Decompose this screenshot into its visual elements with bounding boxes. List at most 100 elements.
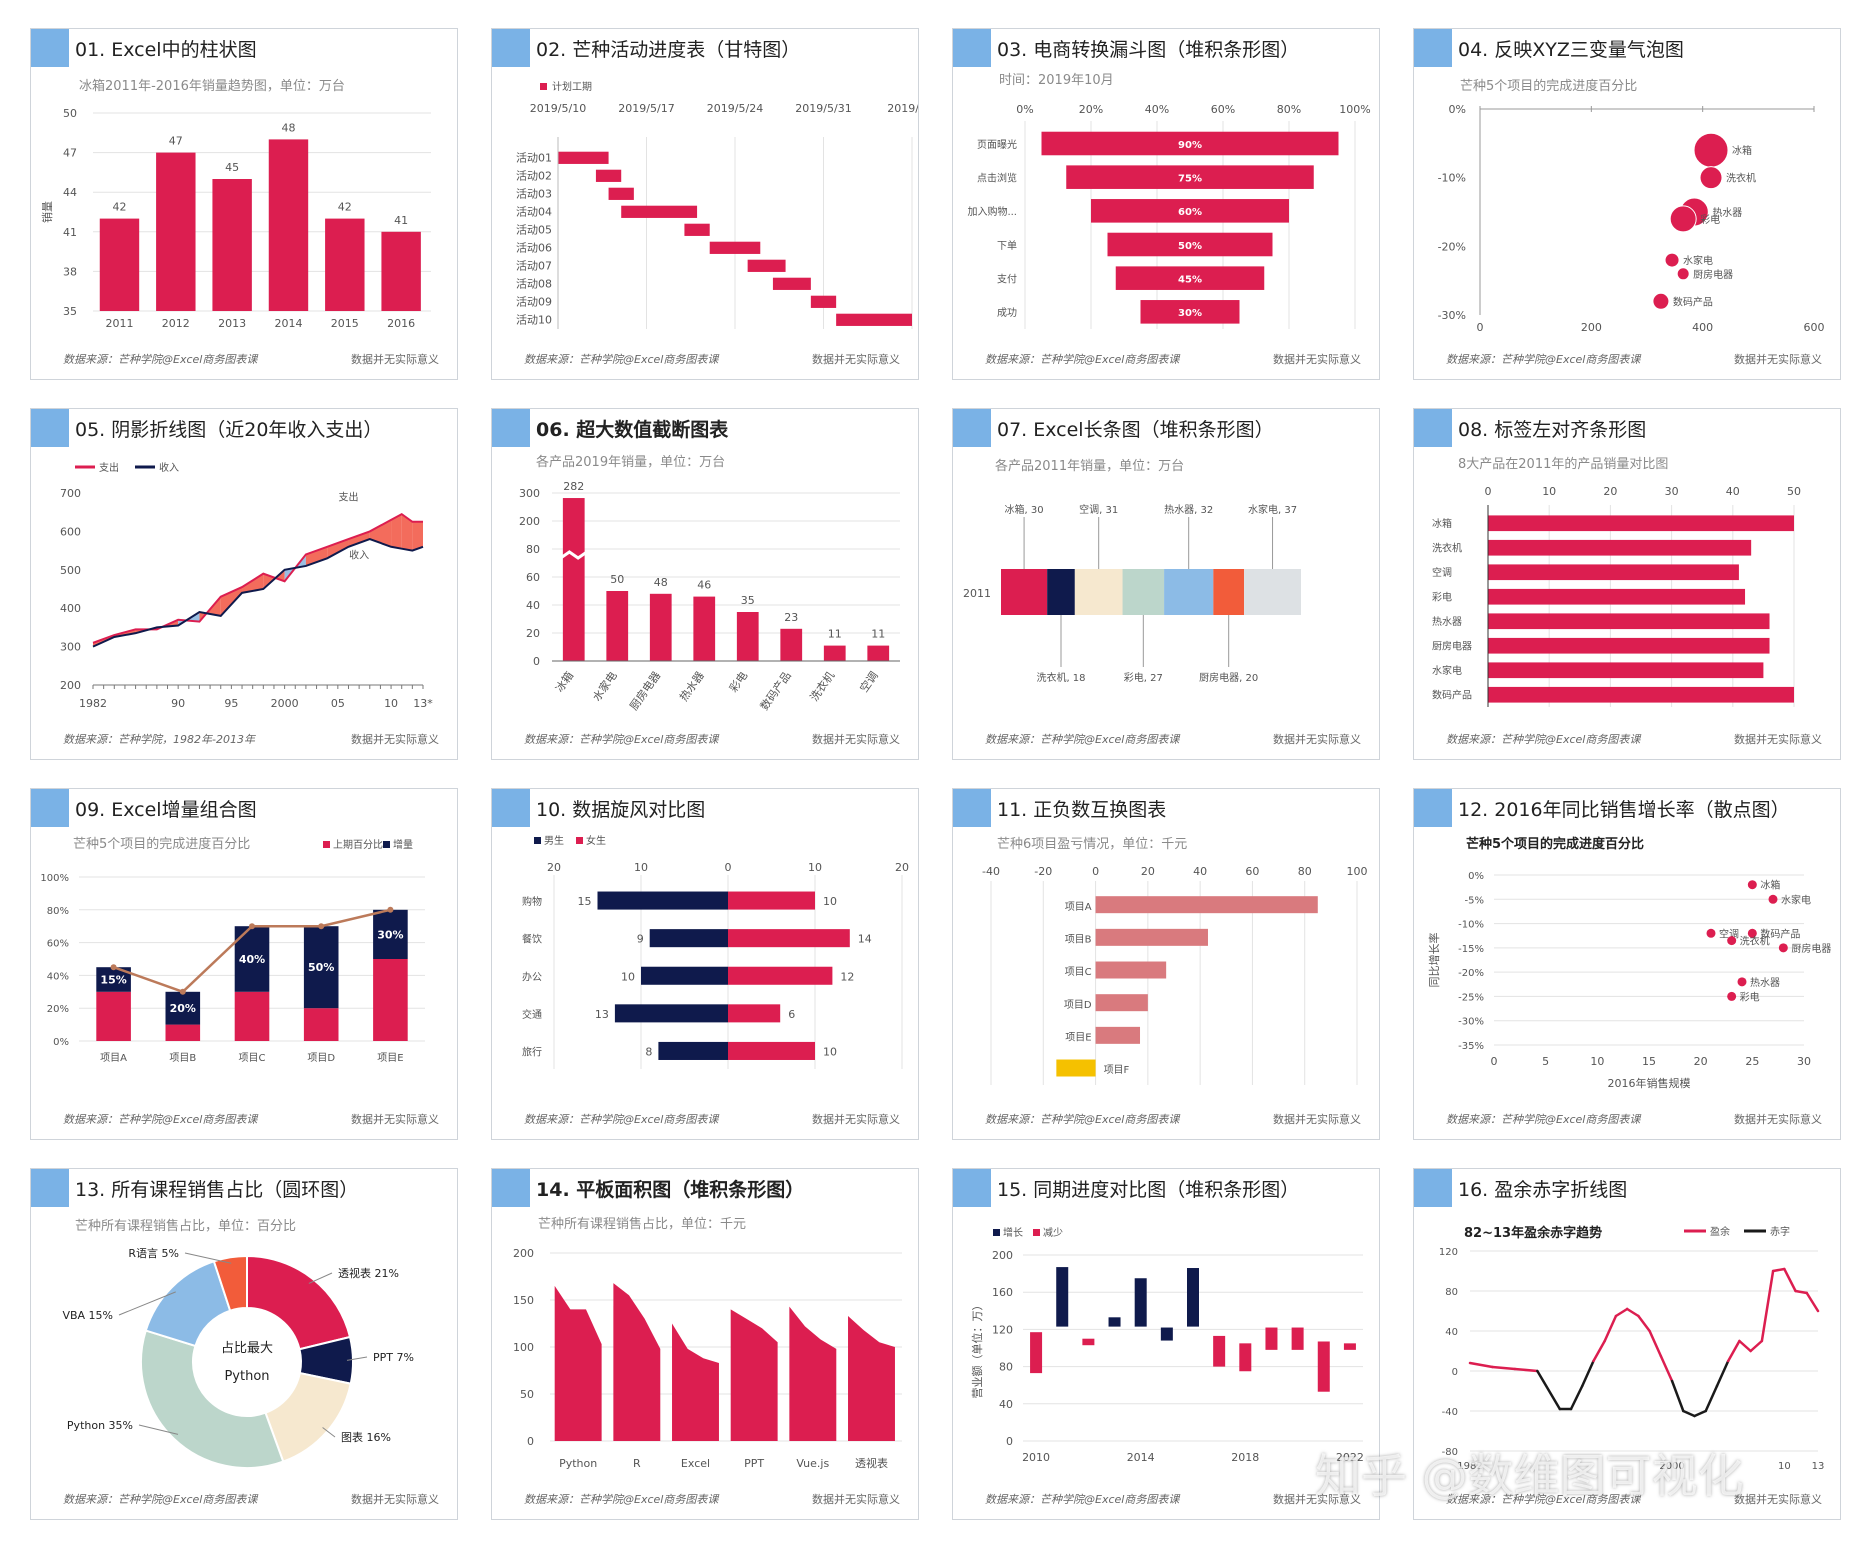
range-bar <box>1082 1338 1095 1346</box>
category-label: 项目E <box>1065 1031 1091 1043</box>
chart-13-plot: 透视表 21% PPT 7% 图表 16% Python 35% VBA 15% R语言 … <box>62 1247 414 1469</box>
slice-label: 图表 16% <box>341 1430 391 1444</box>
data-label: 10 <box>823 895 837 908</box>
male-bar <box>614 1004 728 1023</box>
panel-subtitle: 芒种5个项目的完成进度百分比 <box>1466 837 1645 852</box>
title-accent <box>953 789 991 827</box>
title-accent <box>492 29 530 67</box>
bubble-label: 冰箱 <box>1732 144 1752 157</box>
data-label: 75% <box>1178 174 1202 185</box>
y-tick-label: -35% <box>1458 1041 1484 1052</box>
shaded-region <box>401 514 413 551</box>
bar <box>823 645 846 661</box>
chart-panel-11: 11. 正负数互换图表 芒种6项目盈亏情况，单位：千元 -40 -20 0 20 40 6… <box>952 788 1380 1140</box>
category-label: 数码产品 <box>1432 689 1472 702</box>
bar <box>268 139 309 311</box>
bar <box>1095 896 1318 914</box>
y-tick-label: 0 <box>1006 1435 1013 1448</box>
bar <box>1488 564 1739 581</box>
line-segment <box>1581 1359 1595 1388</box>
panel-footer-source: 数据来源：芒种学院@Excel商务图表课 <box>985 1113 1180 1126</box>
panel-footer-note: 数据并无实际意义 <box>812 353 900 366</box>
legend-swatch <box>993 1229 1000 1236</box>
data-label: 45 <box>225 161 239 174</box>
panel-title: 12. 2016年同比销售增长率（散点图） <box>1458 799 1790 821</box>
y-tick-label: -5% <box>1465 895 1484 906</box>
x-tick-label: 20 <box>1694 1055 1708 1068</box>
x-tick-label: 2018 <box>1231 1451 1259 1464</box>
bar <box>381 231 421 311</box>
donut-slice <box>246 1254 352 1351</box>
funnel-bar <box>1066 165 1314 189</box>
donut-slice <box>212 1254 248 1312</box>
y-tick-label: 120 <box>1439 1247 1458 1258</box>
title-accent <box>953 29 991 67</box>
range-bar <box>1030 1332 1043 1374</box>
funnel-bar <box>1115 266 1265 290</box>
x-tick-label: 0 <box>725 861 732 874</box>
x-tick-label: 100% <box>1339 103 1370 116</box>
x-tick-label: 20 <box>1141 865 1155 878</box>
task-label: 活动04 <box>516 206 552 219</box>
category-label: 项目A <box>1065 901 1092 913</box>
title-accent <box>31 409 69 447</box>
chart-04-plot: 0% -10% -20% -30% 0 200 400 600 冰箱洗衣机热水器彩电水家电厨房电… <box>1438 103 1825 334</box>
line-segment <box>1592 1339 1606 1363</box>
x-tick-label: 2022 <box>1336 1451 1364 1464</box>
category-label: 旅行 <box>522 1045 542 1058</box>
leader-line <box>138 1424 179 1435</box>
y-tick-label: 0 <box>533 655 540 668</box>
gantt-bar <box>747 259 786 272</box>
panel-subtitle: 时间：2019年10月 <box>999 73 1114 88</box>
x-tick-label: 2012 <box>162 317 190 330</box>
gantt-bar <box>709 241 761 254</box>
category-label: 点击浏览 <box>977 172 1017 185</box>
category-label: 彩电 <box>1432 591 1452 604</box>
shaded-region <box>391 514 402 549</box>
leader-line <box>322 1427 336 1438</box>
category-label: 项目C <box>1065 966 1092 978</box>
bubble-label: 数码产品 <box>1673 295 1713 308</box>
data-label: 60% <box>1178 207 1202 218</box>
data-label: 23 <box>784 611 798 624</box>
panel-title: 06. 超大数值截断图表 <box>536 419 729 441</box>
gantt-bar <box>836 313 912 326</box>
line-segment <box>1794 1289 1809 1295</box>
category-label: 热水器 <box>1432 615 1462 628</box>
data-label: 10 <box>621 970 635 983</box>
x-tick-label: 2019/5/17 <box>618 102 674 115</box>
data-label: 12 <box>840 970 854 983</box>
panel-title: 04. 反映XYZ三变量气泡图 <box>1458 39 1684 61</box>
x-tick-label: 洗衣机 <box>807 669 837 704</box>
chart-14-plot: 0 50 100 150 200 Python R Excel PPT Vue.js 透视表 <box>513 1247 902 1470</box>
slice-label: Python 35% <box>67 1419 133 1432</box>
trend-point <box>249 923 255 930</box>
increment-bar <box>373 909 408 959</box>
line-segment <box>1637 1314 1651 1333</box>
chart-16-plot: 82~13年盈余赤字趋势 盈余 赤字 -80 -40 0 40 80 120 1982 2000 10… <box>1439 1225 1824 1472</box>
category-label: 加入购物... <box>967 205 1017 218</box>
x-tick-label: 2019/6/7 <box>887 102 919 115</box>
category-label: 2011 <box>963 587 991 600</box>
category-label: 餐饮 <box>522 933 542 946</box>
y-tick-label: 80% <box>47 906 69 917</box>
series-annotation: 收入 <box>349 548 369 561</box>
category-label: 项目D <box>1064 999 1092 1011</box>
point-label: 水家电 <box>1781 893 1811 906</box>
x-tick-label: 0 <box>1477 321 1484 334</box>
panel-footer-source: 数据来源：芒种学院@Excel商务图表课 <box>63 1113 258 1126</box>
x-tick-label: 空调 <box>857 669 881 695</box>
panel-footer-note: 数据并无实际意义 <box>351 353 439 366</box>
x-tick-label: -20 <box>1034 865 1052 878</box>
bar-segment <box>1244 569 1301 615</box>
segment-label: 彩电, 27 <box>1124 671 1163 684</box>
panel-title: 01. Excel中的柱状图 <box>75 39 257 61</box>
base-bar <box>234 991 270 1041</box>
x-tick-label: 25 <box>1745 1055 1759 1068</box>
task-label: 活动10 <box>516 314 552 327</box>
data-label: 48 <box>654 576 668 589</box>
watermark-text: 知乎 @数维图可视化 <box>1315 1449 1744 1503</box>
task-label: 活动02 <box>516 170 552 183</box>
x-tick-label: 2014 <box>1127 1451 1155 1464</box>
